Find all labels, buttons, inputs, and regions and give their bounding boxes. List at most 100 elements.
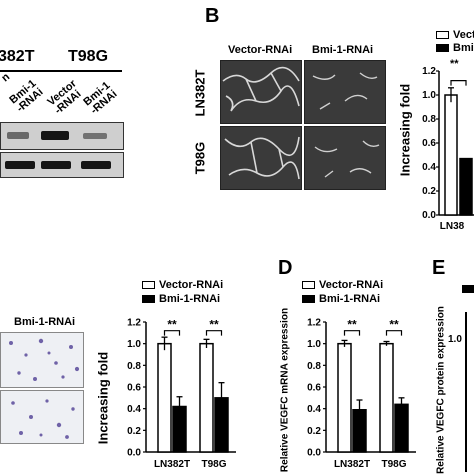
- significance-bracket: [205, 330, 223, 336]
- chart-b-marks: [436, 70, 473, 216]
- bar: [394, 403, 409, 453]
- bar: [157, 342, 172, 453]
- significance-bracket: [385, 330, 403, 336]
- blot-band: [81, 161, 111, 169]
- significance-marker: **: [209, 318, 219, 332]
- x-tick-label: T98G: [201, 459, 226, 470]
- legend-c-vector: Vector-RNAi: [142, 279, 223, 291]
- significance-marker: **: [389, 318, 399, 332]
- chart-b-ylabel: Increasing fold: [397, 83, 413, 177]
- bar: [379, 342, 394, 453]
- chart-c-ylabel: Increasing fold: [95, 351, 111, 445]
- lane-label: Bmi-1 -RNAi: [7, 77, 46, 115]
- column-label-bmi1: Bmi-1-RNAi: [312, 44, 374, 56]
- y-tick-label: 1.2: [127, 318, 141, 329]
- panel-label-b: B: [205, 5, 220, 27]
- chart-c: 0.0 0.2 0.4 0.6 0.8 1.0 1.2 ** LN382T ** T98G: [127, 318, 236, 470]
- legend-label: Vector-RNAi: [159, 279, 224, 291]
- y-tick-label: 0.0: [127, 448, 141, 459]
- significance-bracket: [450, 80, 467, 86]
- y-tick-label: 0.6: [127, 383, 141, 394]
- bar: [337, 342, 352, 453]
- tube-image-vector-t98g: [220, 126, 302, 190]
- legend-label: Vector-RNAi: [319, 279, 384, 291]
- y-tick-label: 0.6: [307, 383, 321, 394]
- legend-swatch: [462, 285, 474, 293]
- significance-bracket: [163, 330, 181, 336]
- significance-bracket: [343, 330, 361, 336]
- blot-band: [5, 161, 35, 169]
- bar: [459, 157, 473, 216]
- tube-image-bmi1-t98g: [304, 126, 386, 190]
- legend-b-bmi: Bmi: [436, 42, 474, 54]
- significance-marker: **: [167, 318, 177, 332]
- legend-label: Bmi-1-RNAi: [319, 293, 381, 305]
- lane-label: Vector -RNAi: [45, 77, 84, 117]
- cell-line-underline: [42, 70, 122, 72]
- blot-band: [41, 161, 71, 169]
- blot-strip-loading-control: [0, 152, 124, 178]
- y-tick-label: 1.2: [307, 318, 321, 329]
- x-tick-label: LN38: [440, 221, 465, 232]
- x-tick-label: T98G: [381, 459, 406, 470]
- y-tick-label: 1.0: [448, 334, 462, 345]
- y-tick-label: 0.8: [422, 114, 436, 125]
- significance-marker: **: [450, 58, 459, 70]
- blot-band: [41, 131, 69, 140]
- y-tick-label: 1.0: [127, 339, 141, 350]
- cell-line-label-t98g: T98G: [68, 48, 109, 65]
- legend-label: Bmi-1-RNAi: [159, 293, 221, 305]
- legend-d-bmi: Bmi-1-RNAi: [302, 293, 380, 305]
- y-tick-label: 0.2: [422, 186, 436, 197]
- y-tick-label: 1.2: [422, 66, 436, 77]
- legend-swatch: [436, 31, 449, 39]
- row-label-ln382t: LN382T: [192, 69, 208, 117]
- lane-label: Bmi-1 -RNAi: [81, 79, 120, 117]
- legend-c-bmi: Bmi-1-RNAi: [142, 293, 220, 305]
- y-tick-label: 0.8: [307, 361, 321, 372]
- blot-band: [7, 132, 29, 139]
- bar: [199, 342, 214, 453]
- chart-b: 0.0 0.2 0.4 0.6 0.8 1.0 1.2 ** LN38: [422, 58, 474, 232]
- panel-label-d: D: [278, 257, 293, 279]
- image-label-bmi1: Bmi-1-RNAi: [14, 316, 76, 328]
- y-tick-label: 0.0: [422, 210, 436, 221]
- legend-swatch: [142, 295, 155, 303]
- y-tick-label: 0.4: [307, 404, 321, 415]
- x-tick-label: LN382T: [154, 459, 190, 470]
- panel-label-e: E: [432, 257, 446, 279]
- x-tick-label: LN382T: [334, 459, 370, 470]
- legend-label: Bmi: [453, 42, 474, 54]
- invasion-image-top: [0, 332, 84, 388]
- tube-image-vector-ln382t: [220, 60, 302, 124]
- significance-marker: **: [347, 318, 357, 332]
- legend-b-vector: Vector: [436, 29, 474, 41]
- y-tick-label: 0.2: [127, 426, 141, 437]
- legend-swatch: [302, 295, 315, 303]
- legend-swatch: [302, 281, 315, 289]
- lane-label: n: [0, 70, 13, 85]
- y-tick-label: 0.4: [422, 162, 436, 173]
- bar: [444, 94, 458, 216]
- y-tick-label: 0.8: [127, 361, 141, 372]
- blot-band: [83, 133, 107, 139]
- y-tick-label: 0.0: [307, 448, 321, 459]
- legend-swatch: [142, 281, 155, 289]
- tube-image-bmi1-ln382t: [304, 60, 386, 124]
- legend-d-vector: Vector-RNAi: [302, 279, 383, 291]
- invasion-image-bottom: [0, 390, 84, 444]
- y-tick-label: 0.4: [127, 404, 141, 415]
- legend-swatch: [436, 44, 449, 52]
- y-axis: [465, 312, 467, 472]
- chart-d-ylabel: Relative VEGFC mRNA expression: [279, 307, 291, 473]
- cell-line-underline: [0, 70, 58, 72]
- chart-e-ylabel: Relative VEGFC protein expression: [435, 306, 447, 474]
- y-tick-label: 1.0: [307, 339, 321, 350]
- y-tick-label: 0.6: [422, 138, 436, 149]
- column-label-vector: Vector-RNAi: [228, 44, 293, 56]
- blot-strip-bmi1: [0, 122, 124, 150]
- chart-d: 0.0 0.2 0.4 0.6 0.8 1.0 1.2 ** LN382T ** T98G: [307, 318, 416, 470]
- cell-line-label-ln382t: 382T: [0, 48, 35, 65]
- y-tick-label: 1.0: [422, 90, 436, 101]
